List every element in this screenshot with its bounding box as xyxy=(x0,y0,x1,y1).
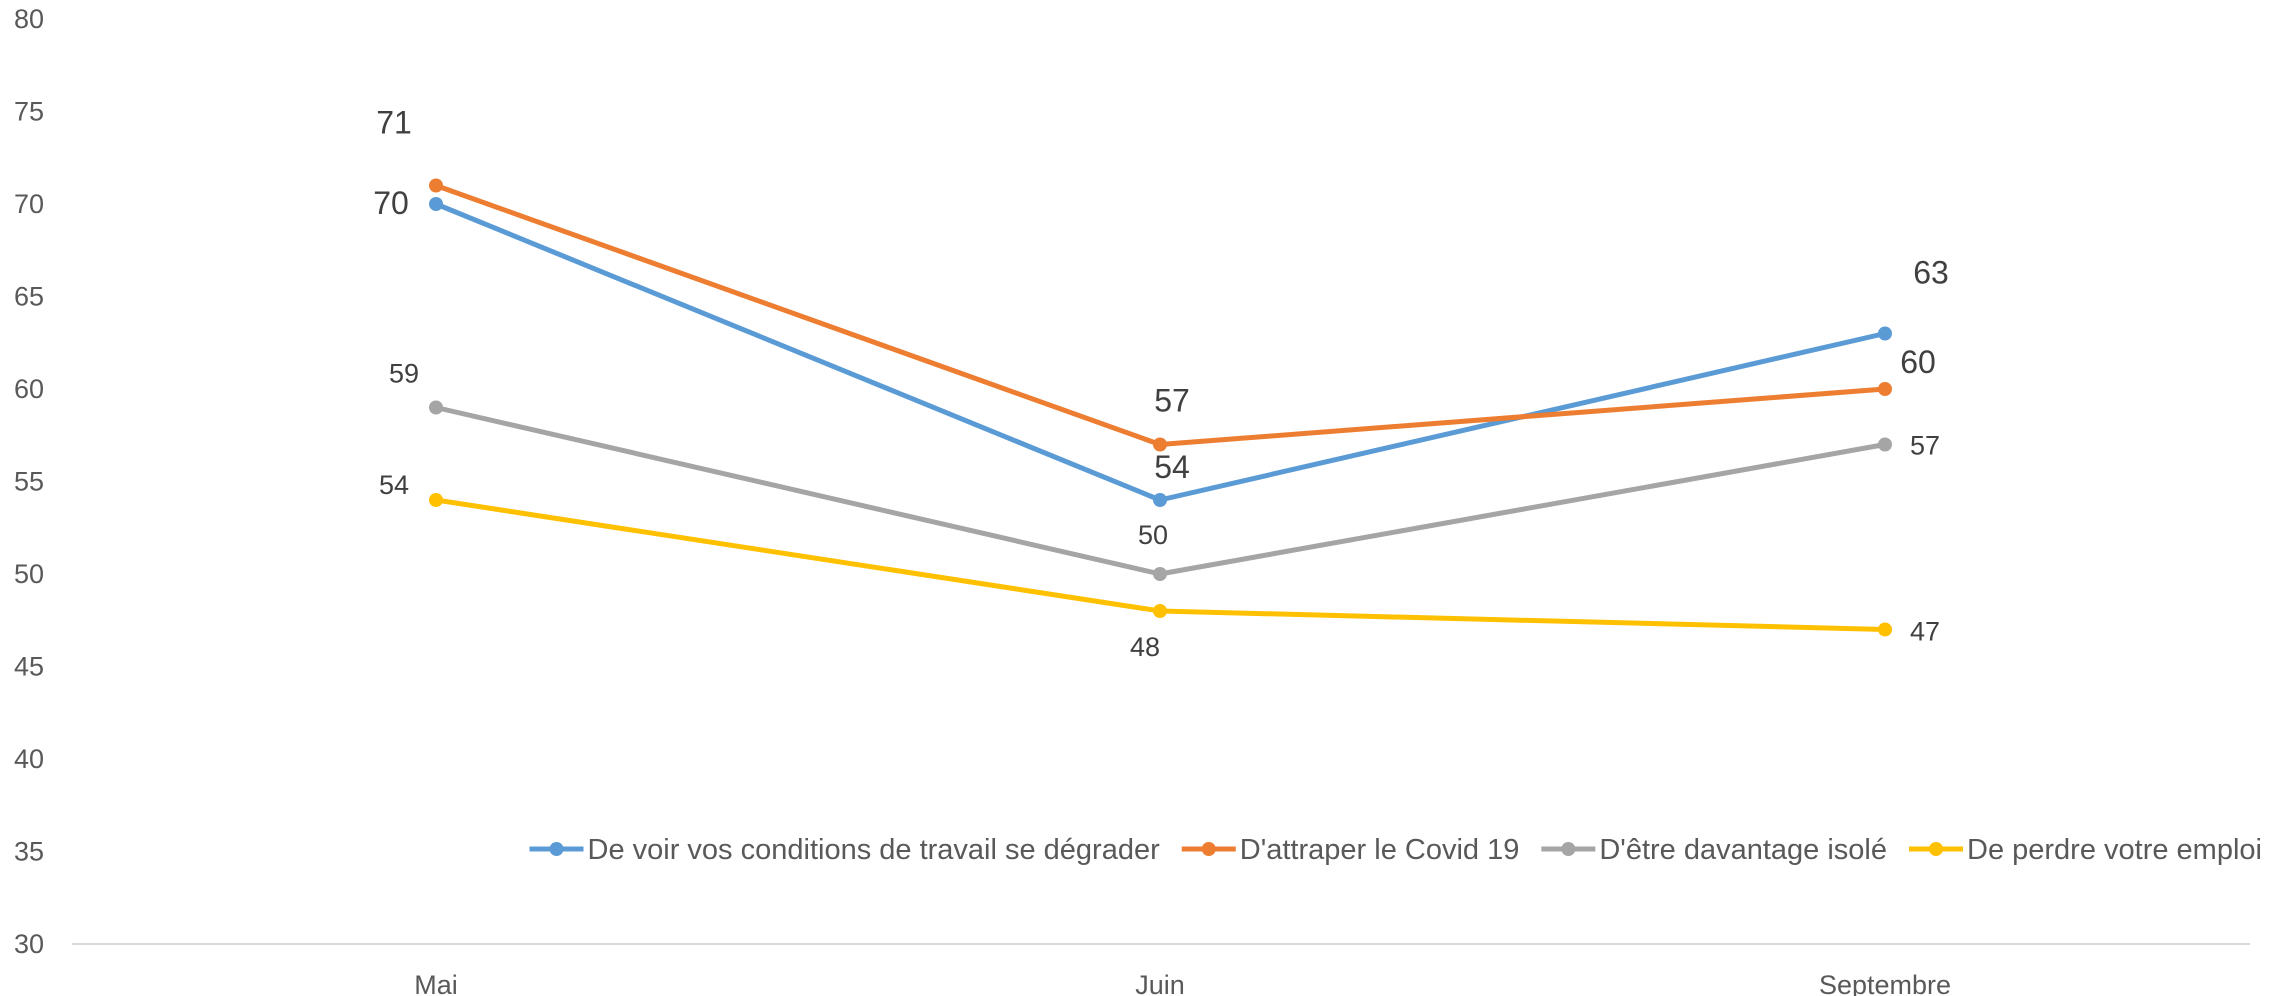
y-axis: 30 35 40 45 50 55 60 65 70 75 80 xyxy=(14,4,44,959)
data-label: 71 xyxy=(376,105,412,141)
y-tick-label: 55 xyxy=(14,467,44,497)
data-point xyxy=(1153,493,1167,507)
legend-label: De voir vos conditions de travail se dég… xyxy=(588,834,1161,866)
data-point xyxy=(1878,326,1892,341)
data-label: 59 xyxy=(389,359,419,389)
legend-item: De voir vos conditions de travail se dég… xyxy=(529,834,1161,866)
x-tick-label: Mai xyxy=(414,970,458,996)
series-3 xyxy=(429,400,1892,581)
data-label: 47 xyxy=(1910,617,1940,647)
series-1 xyxy=(429,197,1892,507)
data-label: 50 xyxy=(1138,520,1168,550)
legend-marker xyxy=(1929,842,1944,856)
y-tick-label: 75 xyxy=(14,97,44,127)
x-tick-label: Juin xyxy=(1135,970,1185,996)
data-label: 54 xyxy=(379,470,409,500)
data-label: 70 xyxy=(373,185,409,221)
legend-item: D'être davantage isolé xyxy=(1541,834,1887,866)
series-4 xyxy=(429,493,1892,637)
legend: De voir vos conditions de travail se dég… xyxy=(529,834,2262,866)
data-point xyxy=(1153,437,1167,452)
data-point xyxy=(429,178,443,193)
data-label: 54 xyxy=(1154,449,1190,485)
legend-label: D'être davantage isolé xyxy=(1599,834,1887,866)
y-tick-label: 30 xyxy=(14,929,44,959)
legend-label: De perdre votre emploi xyxy=(1967,834,2262,866)
data-point xyxy=(1878,382,1892,396)
y-tick-label: 45 xyxy=(14,652,44,682)
data-label: 60 xyxy=(1900,344,1936,380)
legend-marker xyxy=(549,842,564,856)
y-tick-label: 50 xyxy=(14,559,44,589)
y-tick-label: 80 xyxy=(14,4,44,34)
data-labels: 70 54 63 71 57 60 59 50 57 54 48 47 xyxy=(373,105,1949,663)
x-axis: Mai Juin Septembre xyxy=(414,970,1951,996)
data-label: 63 xyxy=(1913,255,1949,291)
y-tick-label: 70 xyxy=(14,189,44,219)
data-label: 48 xyxy=(1130,632,1160,662)
series-2 xyxy=(429,178,1892,452)
data-point xyxy=(1153,604,1167,618)
series-layer xyxy=(429,178,1892,637)
data-point xyxy=(1878,437,1892,452)
data-label: 57 xyxy=(1910,431,1940,461)
legend-item: D'attraper le Covid 19 xyxy=(1181,834,1520,866)
y-tick-label: 35 xyxy=(14,837,44,867)
legend-marker xyxy=(1561,842,1576,856)
legend-item: De perdre votre emploi xyxy=(1909,834,2262,866)
data-label: 57 xyxy=(1154,383,1190,419)
y-tick-label: 40 xyxy=(14,744,44,774)
data-point xyxy=(1878,622,1892,637)
data-point xyxy=(429,197,443,211)
data-point xyxy=(1153,567,1167,581)
y-tick-label: 65 xyxy=(14,282,44,312)
data-point xyxy=(429,400,443,415)
x-tick-label: Septembre xyxy=(1819,970,1951,996)
legend-marker xyxy=(1201,842,1216,856)
legend-label: D'attraper le Covid 19 xyxy=(1240,834,1520,866)
y-tick-label: 60 xyxy=(14,374,44,404)
data-point xyxy=(429,493,443,507)
